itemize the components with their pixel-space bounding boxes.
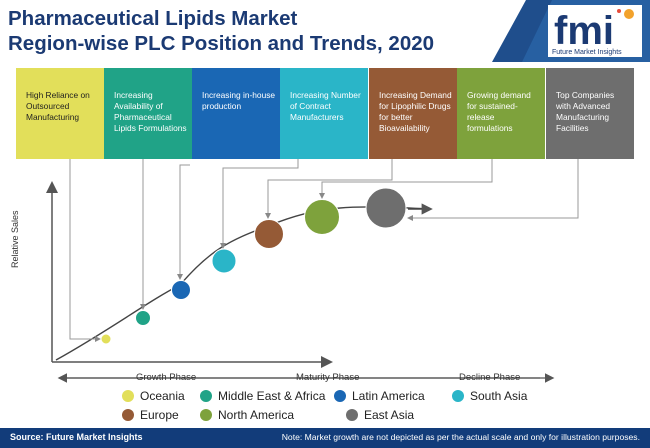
connector-line — [220, 159, 299, 249]
brand-name: Future Market Insights — [552, 49, 622, 56]
legend-swatch — [122, 390, 134, 402]
legend-label: South Asia — [470, 389, 528, 403]
page-title: Pharmaceutical Lipids Market Region-wise… — [8, 6, 434, 56]
legend-item: East Asia — [346, 408, 414, 422]
legend-label: Middle East & Africa — [218, 389, 326, 403]
connector-line — [407, 159, 579, 221]
phase-label: Decline Phase — [459, 372, 521, 383]
title-line-2: Region-wise PLC Position and Trends, 202… — [8, 32, 435, 55]
source-text: Source: Future Market Insights — [10, 432, 143, 442]
connector-line — [319, 159, 493, 199]
legend-label: East Asia — [364, 408, 415, 422]
connector-line — [265, 159, 393, 219]
region-bubble — [100, 333, 112, 345]
legend-swatch — [200, 390, 212, 402]
brand-logo: fmi — [492, 0, 650, 62]
region-bubble — [211, 248, 237, 274]
region-bubble — [254, 219, 284, 249]
legend-item: North America — [200, 408, 294, 422]
trend-card: Increasing Availability of Pharmaceutica… — [104, 68, 192, 159]
legend-label: North America — [218, 408, 295, 422]
legend-item: Middle East & Africa — [200, 389, 325, 403]
legend-swatch — [346, 409, 358, 421]
trend-card: Top Companies with Advanced Manufacturin… — [546, 68, 634, 159]
lifecycle-chart — [46, 159, 579, 383]
trend-card: Increasing Number of Contract Manufactur… — [280, 68, 368, 159]
connector-line — [177, 164, 190, 280]
region-bubble — [171, 280, 191, 300]
legend-swatch — [334, 390, 346, 402]
legend-label: Latin America — [352, 389, 425, 403]
legend-swatch — [122, 409, 134, 421]
legend-swatch — [452, 390, 464, 402]
note-text: Note: Market growth are not depicted as … — [281, 432, 640, 442]
legend-item: Latin America — [334, 389, 425, 403]
legend-item: Oceania — [122, 389, 185, 403]
legend-label: Oceania — [140, 389, 185, 403]
connector-line — [69, 159, 101, 342]
phase-label: Growth Phase — [136, 372, 197, 383]
region-bubble — [135, 310, 151, 326]
region-bubble — [304, 199, 340, 235]
region-bubble — [365, 187, 407, 229]
trend-card: Increasing in-house production — [192, 68, 280, 159]
lifecycle-curve — [55, 206, 431, 361]
title-line-1: Pharmaceutical Lipids Market — [8, 7, 298, 30]
trend-card: High Reliance on Outsourced Manufacturin… — [16, 68, 104, 159]
trend-card: Growing demand for sustained-release for… — [457, 68, 545, 159]
y-axis-label: Relative Sales — [10, 210, 20, 268]
legend-label: Europe — [140, 408, 179, 422]
legend-item: South Asia — [452, 389, 527, 403]
logo-mark: fmi — [554, 9, 614, 53]
trend-card: Increasing Demand for Lipophilic Drugs f… — [369, 68, 457, 159]
footer: Source: Future Market Insights Note: Mar… — [0, 428, 650, 448]
legend-swatch — [200, 409, 212, 421]
phase-label: Maturity Phase — [296, 372, 360, 383]
legend-item: Europe — [122, 408, 179, 422]
